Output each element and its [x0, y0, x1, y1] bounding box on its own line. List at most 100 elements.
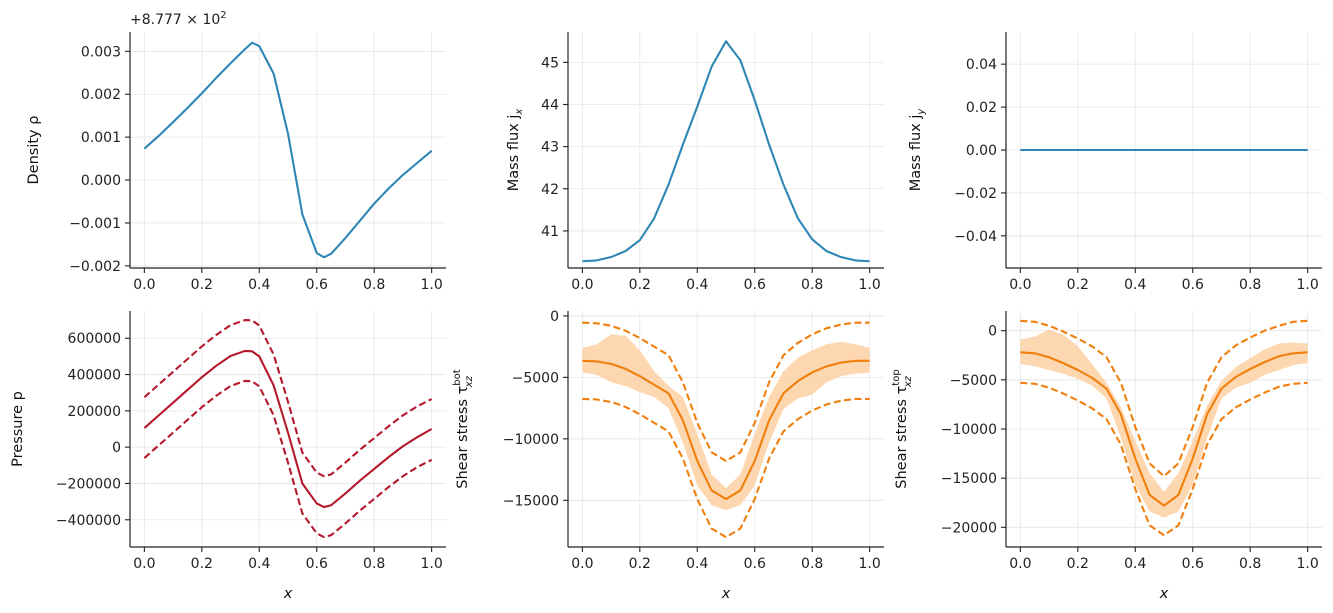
x-tick-label: 0.4	[1124, 277, 1146, 293]
y-tick-label: −0.002	[69, 259, 121, 275]
series-line	[582, 40, 870, 263]
series-line	[143, 41, 433, 259]
y-tick-label: 0.000	[81, 173, 121, 189]
y-tick-label: 600000	[68, 331, 121, 347]
y-tick-label: 43	[541, 140, 559, 156]
y-axis-label-text: Pressure p	[10, 391, 26, 467]
x-tick-label: 0.6	[744, 277, 766, 293]
x-tick-label: 0.2	[1067, 556, 1089, 572]
dashed-series-line	[1020, 381, 1308, 537]
x-tick-label: 0.0	[1009, 277, 1031, 293]
y-tick-label: −0.001	[69, 216, 121, 232]
axis-offset-text: +8.777 × 102	[130, 10, 227, 28]
x-tick-label: 1.0	[1297, 556, 1319, 572]
y-tick-label: 400000	[68, 368, 121, 384]
x-axis-label: x	[721, 586, 731, 602]
x-tick-label: 0.0	[571, 277, 593, 293]
y-tick-label: −15000	[503, 493, 559, 509]
panel-bottom-right: 0.0 0.2 0.4 0.6 0.8 1.0 −20000 −15000 −10000 −500…	[891, 311, 1322, 602]
y-tick-label: −400000	[56, 513, 121, 529]
x-tick-label: 0.0	[571, 556, 593, 572]
y-tick-label: 44	[541, 97, 559, 113]
dashed-series-line	[143, 379, 433, 539]
x-tick-label: 0.6	[1182, 556, 1204, 572]
y-tick-label: −20000	[941, 520, 997, 536]
y-tick-label: −200000	[56, 476, 121, 492]
y-tick-label: −0.02	[954, 186, 997, 202]
y-tick-label: −10000	[503, 432, 559, 448]
x-tick-label: 1.0	[421, 556, 443, 572]
panel-bottom-left: 0.0 0.2 0.4 0.6 0.8 1.0 −400000 −200000 0 200000 4…	[10, 311, 446, 602]
x-tick-label: 0.6	[306, 556, 328, 572]
y-axis-label-sub: y	[916, 108, 927, 116]
y-axis-label-sup: top	[891, 369, 902, 385]
x-tick-label: 0.6	[306, 277, 328, 293]
y-axis-label-text: Shear stress τ	[455, 385, 471, 488]
y-tick-label: −5000	[950, 373, 997, 389]
x-tick-label: 0.4	[1124, 556, 1146, 572]
x-tick-label: 0.0	[133, 556, 155, 572]
y-axis-label-sub: x	[514, 109, 525, 116]
y-tick-label: 0.04	[966, 57, 997, 73]
x-tick-label: 0.8	[801, 277, 823, 293]
x-tick-label: 0.0	[1009, 556, 1031, 572]
x-tick-label: 0.4	[248, 277, 270, 293]
y-axis-label: Shear stress τbotxz	[452, 369, 475, 488]
x-tick-label: 0.2	[629, 556, 651, 572]
y-tick-label: 0.00	[966, 143, 997, 159]
x-tick-label: 1.0	[421, 277, 443, 293]
y-tick-label: 0.003	[81, 44, 121, 60]
x-tick-label: 1.0	[1297, 277, 1319, 293]
axis-offset-base: +8.777 × 10	[130, 12, 220, 28]
x-axis-label: x	[1159, 586, 1169, 602]
y-tick-label: 41	[541, 224, 559, 240]
y-axis-label-sup: bot	[452, 369, 463, 385]
axis-offset-exponent: 2	[220, 10, 226, 21]
x-tick-label: 0.8	[1239, 277, 1261, 293]
y-tick-label: −10000	[941, 422, 997, 438]
uncertainty-band	[582, 334, 870, 511]
y-tick-label: 0	[988, 324, 997, 340]
x-tick-label: 0.8	[363, 556, 385, 572]
x-tick-label: 1.0	[859, 556, 881, 572]
y-tick-label: 0.002	[81, 87, 121, 103]
y-tick-label: 0	[550, 309, 559, 325]
x-tick-label: 0.6	[1182, 277, 1204, 293]
y-axis-label-sub: xz	[903, 375, 914, 388]
y-axis-label: Mass flux jy	[908, 108, 927, 192]
x-tick-label: 0.4	[248, 556, 270, 572]
x-tick-label: 0.8	[801, 556, 823, 572]
y-tick-label: 0.02	[966, 100, 997, 116]
dashed-series-line	[143, 319, 433, 478]
x-tick-label: 0.4	[686, 556, 708, 572]
x-tick-label: 0.8	[1239, 556, 1261, 572]
panel-top-left: 0.0 0.2 0.4 0.6 0.8 1.0 −0.002 −0.001 0.000 0.001…	[26, 10, 446, 293]
series-line	[1020, 351, 1308, 507]
y-axis-label: Density ρ	[26, 116, 42, 185]
y-tick-label: −15000	[941, 471, 997, 487]
y-tick-label: 200000	[68, 404, 121, 420]
series-line	[582, 359, 870, 501]
x-tick-label: 0.0	[133, 277, 155, 293]
series-line	[143, 349, 433, 509]
y-axis-label-text: Mass flux j	[908, 115, 924, 192]
y-axis-label-text: Density ρ	[26, 116, 42, 185]
x-tick-label: 0.4	[686, 277, 708, 293]
y-axis-label: Pressure p	[10, 391, 26, 467]
y-axis-label-text: Shear stress τ	[894, 385, 910, 488]
panel-top-middle: 0.0 0.2 0.4 0.6 0.8 1.0 41 42 43 44 45 Mass flux jx	[506, 32, 884, 293]
x-axis-label: x	[283, 586, 293, 602]
x-tick-label: 0.8	[363, 277, 385, 293]
y-axis-label: Mass flux jx	[506, 109, 525, 192]
x-tick-label: 1.0	[859, 277, 881, 293]
y-axis-label-text: Mass flux j	[506, 115, 522, 192]
y-axis-label: Shear stress τtopxz	[891, 369, 914, 488]
y-tick-label: 42	[541, 182, 559, 198]
y-tick-label: −5000	[512, 370, 559, 386]
y-tick-label: −0.04	[954, 229, 997, 245]
dashed-series-line	[582, 321, 870, 463]
x-tick-label: 0.6	[744, 556, 766, 572]
dashed-series-line	[582, 397, 870, 539]
x-tick-label: 0.2	[1067, 277, 1089, 293]
panel-bottom-middle: 0.0 0.2 0.4 0.6 0.8 1.0 −15000 −10000 −5000 0 Shea…	[452, 309, 884, 602]
